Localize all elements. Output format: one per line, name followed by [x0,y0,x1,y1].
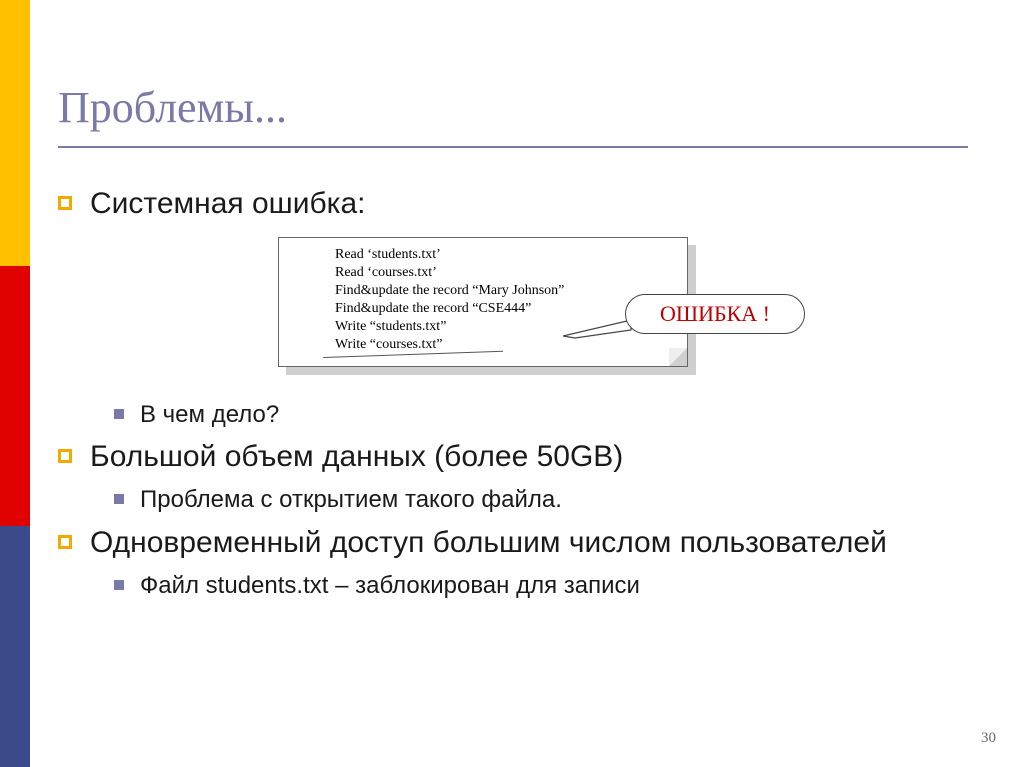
code-line: Find&update the record “Mary Johnson” [335,282,671,300]
callout-text: ОШИБКА ! [660,301,770,327]
bullet-text: Файл students.txt – заблокирован для зап… [140,570,640,602]
bullet-text: Большой объем данных (более 50GB) [90,437,623,476]
sidebar-segment-blue [0,526,30,767]
error-callout: ОШИБКА ! [625,294,805,338]
bullet-item: В чем дело? [58,399,978,431]
bullet-marker-l2 [114,494,124,504]
bullet-marker-l1 [58,449,72,463]
bullet-item: Системная ошибка: [58,184,978,223]
bullet-item: Файл students.txt – заблокирован для зап… [58,570,978,602]
bullet-marker-l1 [58,535,72,549]
bullet-marker-l2 [114,409,124,419]
code-line: Read ‘students.txt’ [335,246,671,264]
title-underline [58,146,968,148]
code-line: Find&update the record “CSE444” [335,300,671,318]
bullet-marker-l2 [114,580,124,590]
content-area: Системная ошибка: Read ‘students.txt’ Re… [58,184,978,608]
code-line: Read ‘courses.txt’ [335,264,671,282]
callout-bubble: ОШИБКА ! [625,294,805,334]
bullet-text: В чем дело? [140,399,279,431]
bullet-item: Большой объем данных (более 50GB) [58,437,978,476]
page-fold-icon [669,348,687,366]
bullet-text: Системная ошибка: [90,184,365,223]
bullet-text: Одновременный доступ большим числом поль… [90,523,887,562]
bullet-text: Проблема с открытием такого файла. [140,484,562,516]
sidebar-stripe [0,0,30,767]
bullet-item: Проблема с открытием такого файла. [58,484,978,516]
code-line: Write “students.txt” [335,318,671,336]
sidebar-segment-yellow [0,0,30,266]
slide-title: Проблемы... [58,82,287,133]
bullet-marker-l1 [58,196,72,210]
sidebar-segment-red [0,266,30,526]
bullet-item: Одновременный доступ большим числом поль… [58,523,978,562]
page-number: 30 [981,730,996,747]
